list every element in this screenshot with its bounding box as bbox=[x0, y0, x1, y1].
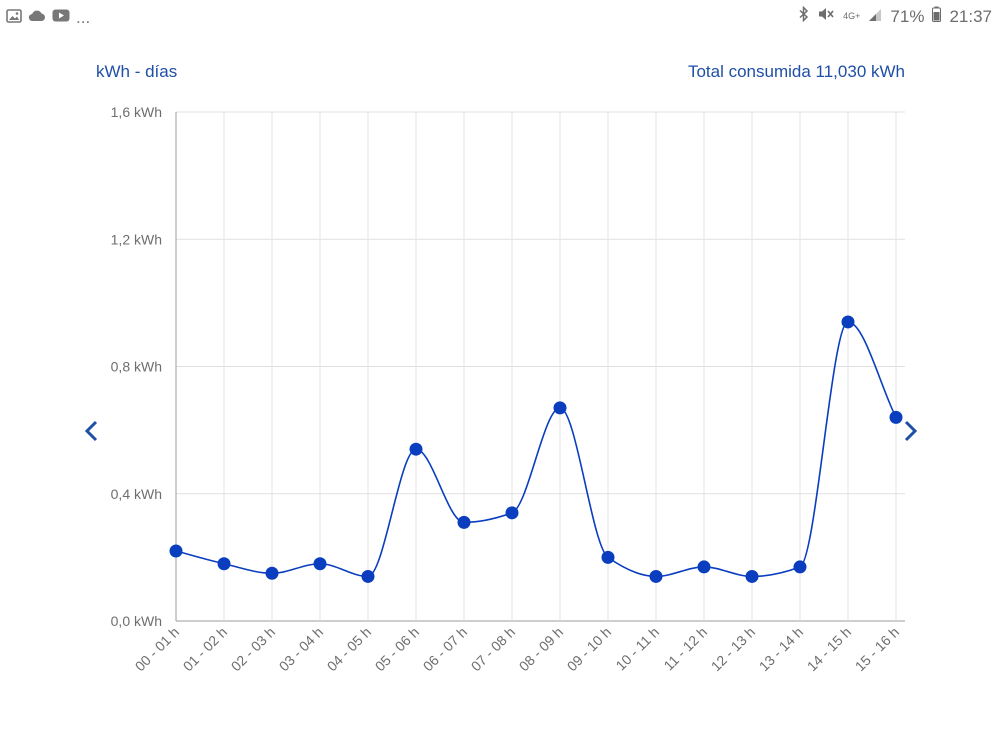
status-bar-right: 4G+ 71% 21:37 bbox=[799, 5, 992, 27]
data-point[interactable] bbox=[361, 569, 375, 583]
unit-label: kWh - días bbox=[96, 62, 178, 81]
data-point[interactable] bbox=[889, 410, 903, 424]
x-tick-label: 10 - 11 h bbox=[612, 624, 662, 674]
clock: 21:37 bbox=[949, 6, 992, 26]
x-tick-label: 09 - 10 h bbox=[564, 624, 614, 674]
x-tick-label: 07 - 08 h bbox=[468, 624, 518, 674]
mute-icon bbox=[817, 6, 835, 27]
previous-period-button[interactable] bbox=[78, 414, 108, 448]
status-bar: ... 4G+ 71% 21:37 bbox=[0, 0, 1000, 32]
chart-grid bbox=[175, 111, 905, 622]
y-tick-label: 0,8 kWh bbox=[111, 359, 162, 375]
data-point[interactable] bbox=[649, 569, 663, 583]
data-point[interactable] bbox=[457, 515, 471, 529]
data-point[interactable] bbox=[505, 506, 519, 520]
x-tick-label: 11 - 12 h bbox=[660, 624, 710, 674]
data-point[interactable] bbox=[793, 560, 807, 574]
battery-percentage: 71% bbox=[890, 6, 925, 26]
chevron-left-icon bbox=[84, 420, 98, 442]
data-point[interactable] bbox=[697, 560, 711, 574]
data-point[interactable] bbox=[409, 442, 423, 456]
data-point[interactable] bbox=[169, 544, 183, 558]
data-point[interactable] bbox=[313, 557, 327, 571]
x-tick-label: 01 - 02 h bbox=[180, 624, 230, 674]
x-axis-ticks: 00 - 01 h01 - 02 h02 - 03 h03 - 04 h04 -… bbox=[132, 624, 902, 674]
y-axis-ticks: 1,6 kWh 1,2 kWh 0,8 kWh 0,4 kWh 0,0 kWh bbox=[111, 104, 162, 629]
x-tick-label: 12 - 13 h bbox=[708, 624, 758, 674]
youtube-icon bbox=[52, 9, 70, 27]
total-consumption-label: Total consumida 11,030 kWh bbox=[687, 62, 905, 81]
x-tick-label: 06 - 07 h bbox=[420, 624, 470, 674]
x-tick-label: 04 - 05 h bbox=[324, 624, 374, 674]
x-tick-label: 13 - 14 h bbox=[756, 624, 806, 674]
x-tick-label: 00 - 01 h bbox=[132, 624, 182, 674]
network-type: 4G+ bbox=[843, 11, 861, 21]
data-point[interactable] bbox=[217, 557, 231, 571]
next-period-button[interactable] bbox=[898, 414, 928, 448]
battery-icon bbox=[932, 6, 942, 27]
consumption-points bbox=[169, 315, 903, 583]
bluetooth-icon bbox=[799, 5, 809, 27]
consumption-line bbox=[175, 321, 897, 578]
y-tick-label: 1,6 kWh bbox=[111, 104, 162, 120]
more-notifications-text: ... bbox=[76, 8, 91, 27]
x-tick-label: 15 - 16 h bbox=[852, 624, 902, 674]
status-bar-left: ... bbox=[6, 8, 90, 28]
data-point[interactable] bbox=[553, 401, 567, 415]
x-tick-label: 08 - 09 h bbox=[516, 624, 566, 674]
x-tick-label: 05 - 06 h bbox=[372, 624, 422, 674]
cloud-icon bbox=[28, 9, 46, 27]
x-tick-label: 03 - 04 h bbox=[276, 624, 326, 674]
y-tick-label: 1,2 kWh bbox=[111, 231, 162, 247]
data-point[interactable] bbox=[745, 569, 759, 583]
data-point[interactable] bbox=[841, 315, 855, 329]
y-tick-label: 0,0 kWh bbox=[111, 613, 162, 629]
data-point[interactable] bbox=[601, 550, 615, 564]
x-tick-label: 02 - 03 h bbox=[228, 624, 278, 674]
signal-icon bbox=[868, 7, 882, 27]
data-point[interactable] bbox=[265, 566, 279, 580]
image-icon bbox=[6, 8, 22, 28]
y-tick-label: 0,4 kWh bbox=[111, 486, 162, 502]
x-tick-label: 14 - 15 h bbox=[804, 624, 854, 674]
chevron-right-icon bbox=[904, 420, 918, 442]
